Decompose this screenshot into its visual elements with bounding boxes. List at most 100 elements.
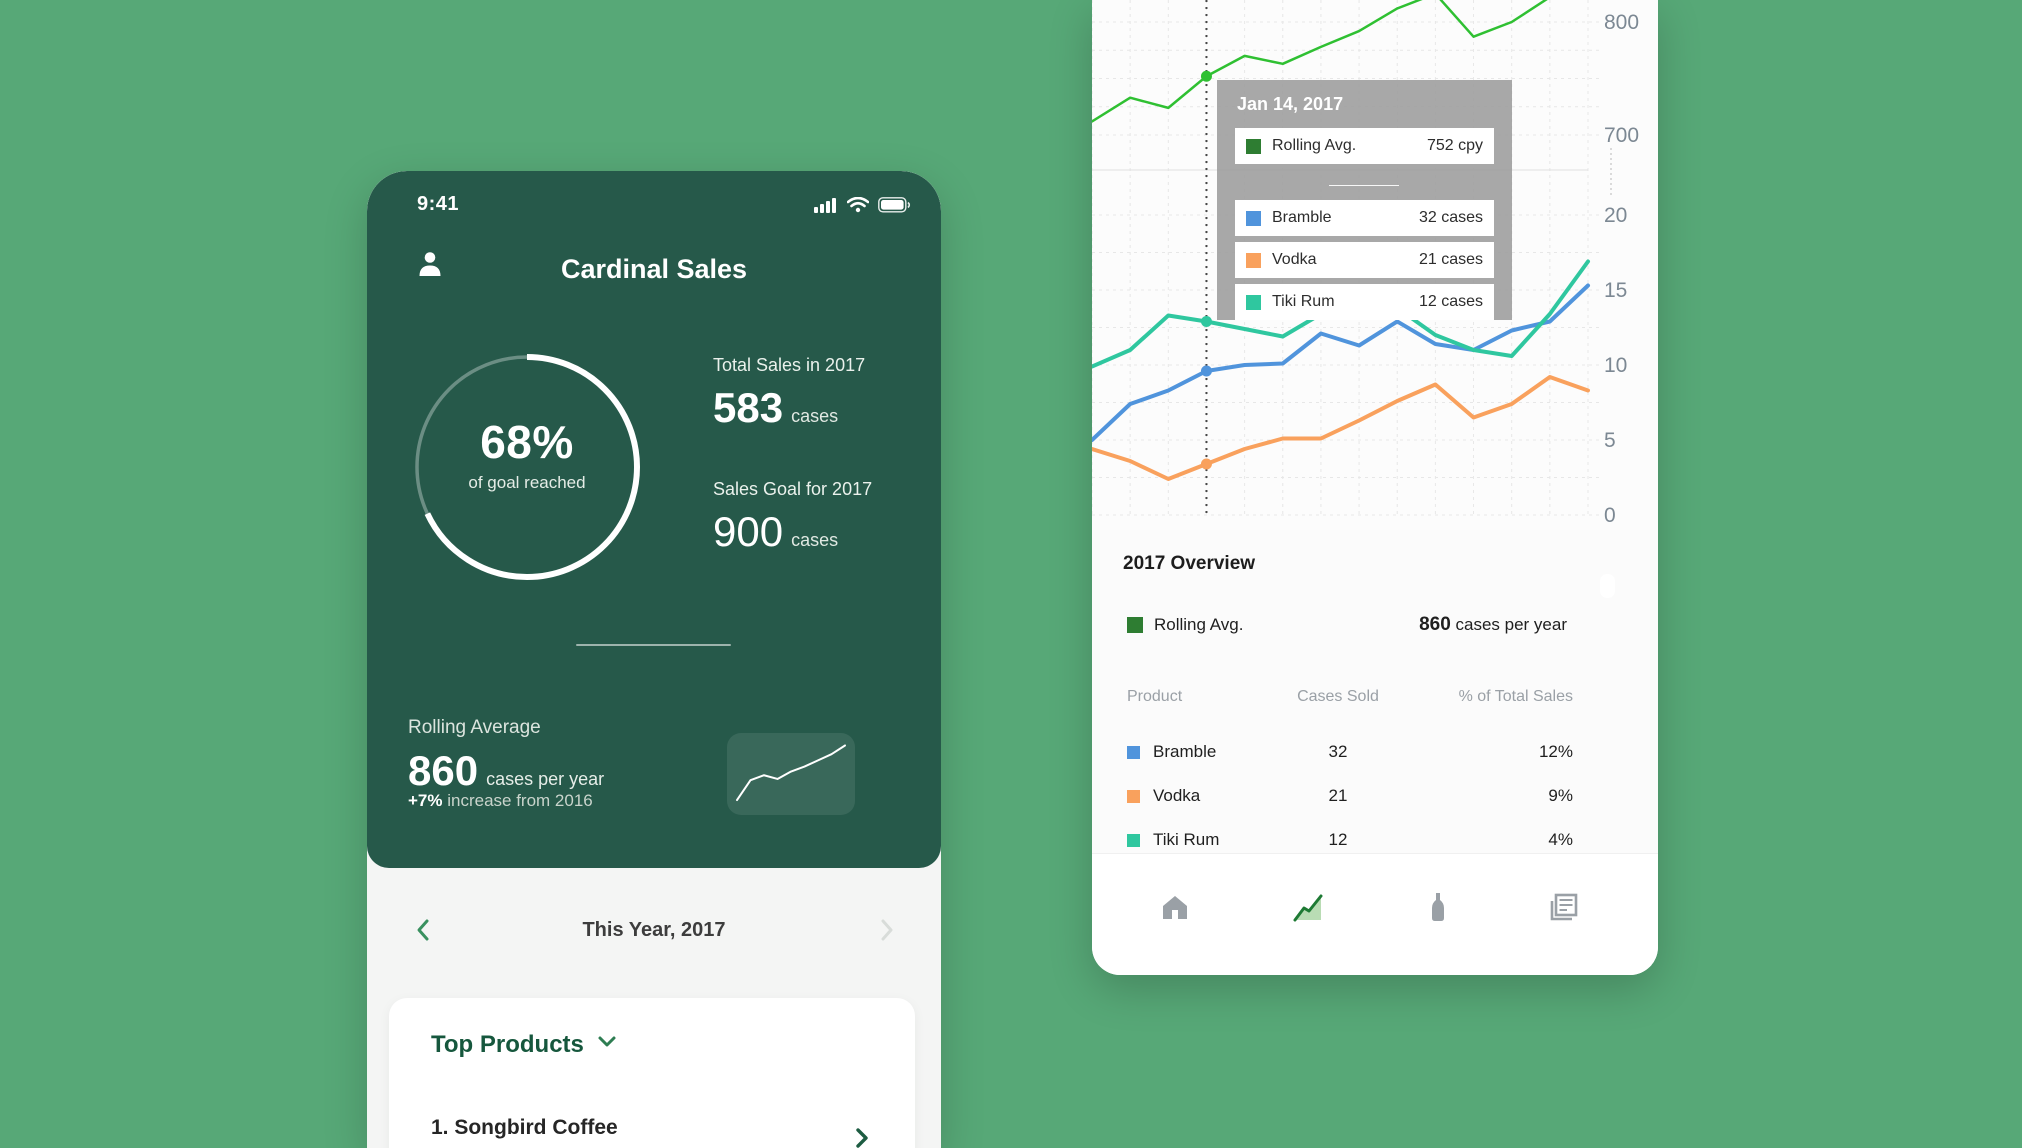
total-sales-label: Total Sales in 2017 bbox=[713, 355, 866, 375]
app-title: Cardinal Sales bbox=[560, 254, 748, 284]
svg-text:10: 10 bbox=[1604, 354, 1627, 377]
svg-text:0: 0 bbox=[1604, 504, 1616, 527]
home-icon bbox=[1163, 896, 1187, 919]
header-cases-sold: Cases Sold bbox=[1297, 688, 1379, 705]
row-product: Vodka bbox=[1153, 786, 1201, 805]
tooltip-bramble-value: 32 cases bbox=[1418, 209, 1483, 226]
nav-products-button[interactable] bbox=[1421, 890, 1455, 924]
previous-period-button[interactable] bbox=[411, 917, 437, 943]
sales-goal-label: Sales Goal for 2017 bbox=[713, 479, 873, 499]
vodka-swatch bbox=[1127, 789, 1140, 803]
rolling-delta-value: +7% bbox=[408, 791, 443, 810]
tooltip-rolling-label: Rolling Avg. bbox=[1272, 137, 1357, 154]
goal-progress-ring bbox=[407, 347, 647, 587]
period-navigation: This Year, 2017 bbox=[367, 913, 941, 949]
rolling-delta-text: increase from 2016 bbox=[442, 791, 593, 810]
chevron-down-icon bbox=[596, 1030, 618, 1059]
panel-divider bbox=[576, 644, 731, 646]
tikirum-swatch bbox=[1127, 833, 1140, 847]
bramble-swatch bbox=[1127, 745, 1140, 759]
nav-trends-button[interactable] bbox=[1291, 890, 1325, 924]
bramble-swatch bbox=[1246, 210, 1261, 226]
tikirum-swatch bbox=[1246, 294, 1261, 310]
svg-text:20: 20 bbox=[1604, 204, 1627, 227]
goal-ring-text: 68% of goal reached bbox=[407, 415, 647, 493]
chart-tooltip: Jan 14, 2017 Rolling Avg. 752 cpy Brambl… bbox=[1217, 80, 1512, 320]
tooltip-bramble-row: Bramble 32 cases bbox=[1235, 200, 1494, 236]
goal-percent: 68% bbox=[480, 416, 574, 468]
sales-goal-value: 900 bbox=[713, 508, 784, 555]
row-pct: 9% bbox=[1548, 786, 1573, 805]
product-detail-button[interactable] bbox=[851, 1126, 873, 1148]
phone-right: 800 700 20 15 10 5 0 Jan 14, 2017 Rolling Avg.… bbox=[1092, 0, 1658, 975]
goal-caption: of goal reached bbox=[468, 473, 586, 492]
tooltip-date: Jan 14, 2017 bbox=[1237, 94, 1344, 114]
svg-text:5: 5 bbox=[1604, 429, 1616, 452]
sales-goal-unit: cases bbox=[791, 530, 839, 550]
row-cases: 32 bbox=[1328, 742, 1348, 761]
rolling-average-value: 860 bbox=[408, 747, 479, 794]
rolling-average-unit: cases per year bbox=[486, 769, 605, 789]
tooltip-tikirum-label: Tiki Rum bbox=[1272, 293, 1335, 310]
rolling-average-value-row: 860 cases per year bbox=[408, 747, 604, 795]
row-pct: 12% bbox=[1538, 742, 1573, 761]
rolling-sparkline bbox=[727, 733, 855, 815]
overview-rolling-row: Rolling Avg. 860 cases per year bbox=[1127, 614, 1567, 636]
overview-rolling-number: 860 bbox=[1419, 614, 1451, 635]
status-time: 9:41 bbox=[417, 193, 460, 215]
total-sales-unit: cases bbox=[791, 406, 839, 426]
sales-goal-stat: Sales Goal for 2017 900 cases bbox=[713, 479, 872, 556]
tooltip-vodka-row: Vodka 21 cases bbox=[1235, 242, 1494, 278]
period-label: This Year, 2017 bbox=[582, 919, 726, 941]
status-icons bbox=[814, 196, 911, 218]
overview-rolling-label: Rolling Avg. bbox=[1154, 615, 1244, 634]
total-sales-value: 583 bbox=[713, 384, 784, 431]
tooltip-vodka-label: Vodka bbox=[1272, 251, 1317, 268]
row-product: Tiki Rum bbox=[1153, 830, 1220, 849]
tooltip-vodka-value: 21 cases bbox=[1418, 251, 1483, 268]
row-cases: 21 bbox=[1328, 786, 1348, 805]
total-sales-stat: Total Sales in 2017 583 cases bbox=[713, 355, 865, 432]
nav-home-button[interactable] bbox=[1158, 890, 1192, 924]
tooltip-tikirum-row: Tiki Rum 12 cases bbox=[1235, 284, 1494, 320]
svg-text:800: 800 bbox=[1604, 11, 1639, 34]
profile-button[interactable] bbox=[415, 249, 445, 284]
nav-news-button[interactable] bbox=[1547, 890, 1581, 924]
phone-left: 9:41 bbox=[367, 171, 941, 1148]
svg-text:700: 700 bbox=[1604, 124, 1639, 147]
row-pct: 4% bbox=[1548, 830, 1573, 849]
row-product: Bramble bbox=[1153, 742, 1217, 761]
header-pct-total: % of Total Sales bbox=[1458, 688, 1573, 705]
tooltip-rolling-value: 752 cpy bbox=[1426, 137, 1483, 154]
summary-panel bbox=[367, 171, 941, 868]
rolling-avg-swatch bbox=[1246, 138, 1261, 154]
tooltip-divider bbox=[1329, 185, 1399, 186]
svg-text:15: 15 bbox=[1604, 279, 1627, 302]
rolling-avg-swatch bbox=[1127, 617, 1143, 633]
top-products-card: Top Products 1. Songbird Coffee 93 cases… bbox=[389, 998, 915, 1148]
top-products-title: Top Products bbox=[431, 1030, 584, 1058]
cellular-signal-icon bbox=[814, 197, 838, 218]
bottom-nav bbox=[1092, 853, 1658, 975]
tooltip-tikirum-value: 12 cases bbox=[1418, 293, 1483, 310]
tooltip-rolling-row: Rolling Avg. 752 cpy bbox=[1235, 128, 1494, 164]
rolling-average-label: Rolling Average bbox=[408, 717, 541, 738]
vodka-swatch bbox=[1246, 252, 1261, 268]
overview-title: 2017 Overview bbox=[1123, 553, 1256, 574]
overview-rolling-value: 860 cases per year bbox=[1419, 614, 1567, 636]
scrollbar-thumb[interactable] bbox=[1600, 574, 1615, 598]
product-item-name: 1. Songbird Coffee bbox=[431, 1116, 618, 1139]
overview-rolling-unit: cases per year bbox=[1450, 615, 1567, 634]
battery-icon bbox=[878, 197, 911, 218]
next-period-button[interactable] bbox=[873, 917, 899, 943]
news-icon bbox=[1550, 893, 1578, 921]
rolling-delta: +7% increase from 2016 bbox=[408, 791, 593, 811]
wifi-icon bbox=[846, 196, 870, 218]
header-product: Product bbox=[1127, 688, 1183, 705]
trends-chart-icon bbox=[1293, 894, 1323, 922]
top-products-header[interactable]: Top Products bbox=[431, 1030, 618, 1059]
tooltip-bramble-label: Bramble bbox=[1272, 209, 1332, 226]
bottle-icon bbox=[1432, 893, 1444, 921]
row-cases: 12 bbox=[1328, 830, 1348, 849]
